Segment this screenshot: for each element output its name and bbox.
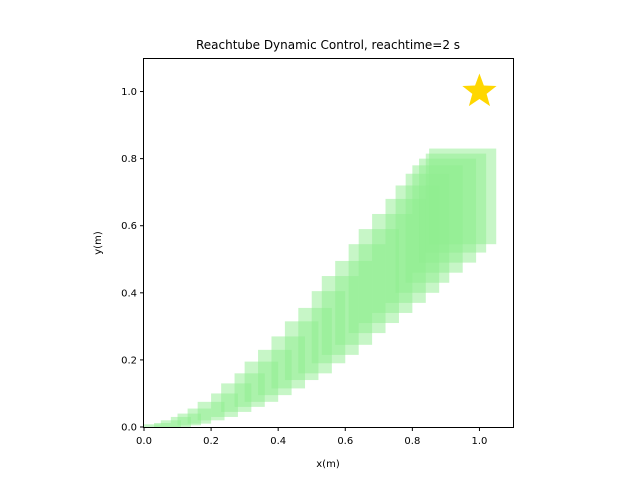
goal-layer (462, 73, 497, 107)
x-tick-label: 0.2 (203, 436, 219, 447)
y-tick-label: 0.2 (121, 355, 137, 366)
y-tick-label: 0.8 (121, 154, 137, 165)
reach-box-0 (144, 424, 161, 427)
y-tick-label: 1.0 (121, 87, 137, 98)
reach-box-27 (429, 148, 497, 245)
x-tick-label: 0.6 (337, 436, 353, 447)
y-tick-label: 0.4 (121, 288, 137, 299)
reachtube-layer (144, 148, 497, 427)
plot-frame (143, 58, 514, 428)
y-tick-label: 0.6 (121, 221, 137, 232)
chart-title: Reachtube Dynamic Control, reachtime=2 s (196, 38, 460, 52)
x-axis: 0.0 0.2 0.4 0.6 0.8 1.0 (136, 427, 487, 447)
goal-star-marker (462, 73, 497, 107)
y-tick-label: 0.0 (121, 423, 137, 434)
y-axis-label: y(m) (93, 231, 104, 255)
x-axis-label: x(m) (316, 459, 340, 470)
x-tick-label: 1.0 (472, 436, 488, 447)
x-tick-label: 0.8 (404, 436, 420, 447)
x-tick-label: 0.0 (136, 436, 152, 447)
x-tick-label: 0.4 (270, 436, 286, 447)
y-axis: 0.0 0.2 0.4 0.6 0.8 1.0 (121, 87, 144, 434)
